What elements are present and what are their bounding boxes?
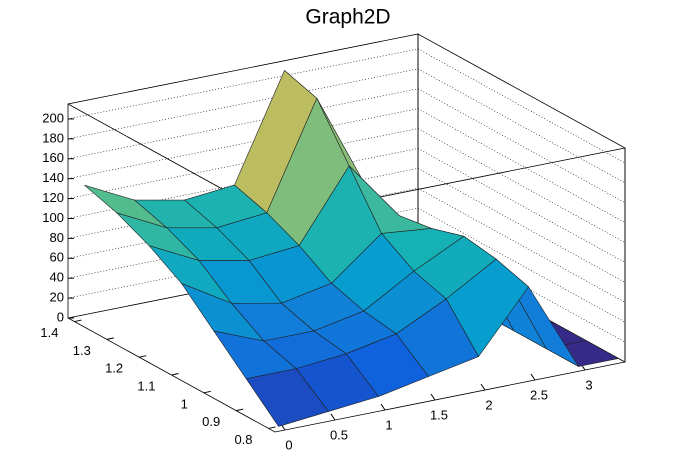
x-tick-label: 0	[285, 437, 292, 452]
y-tick	[203, 390, 211, 394]
y-tick-label: 0.8	[234, 432, 252, 447]
y-tick	[106, 337, 114, 340]
z-tick-label: 140	[42, 170, 64, 185]
x-tick	[330, 413, 336, 421]
box-edge	[67, 103, 626, 362]
x-tick	[430, 393, 436, 401]
x-tick-label: 2.5	[530, 387, 548, 402]
y-tick-label: 0.9	[202, 414, 220, 429]
x-tick	[380, 403, 386, 411]
y-tick-label: 1	[181, 396, 188, 411]
z-tick-label: 0	[57, 309, 64, 324]
z-tick-label: 120	[42, 190, 64, 205]
z-tick-label: 160	[42, 150, 64, 165]
y-tick-label: 1.1	[137, 378, 155, 393]
x-tick-label: 1	[385, 417, 392, 432]
y-tick	[139, 355, 147, 358]
x-tick	[480, 383, 486, 391]
z-tick-label: 180	[42, 130, 64, 145]
surface-cell	[245, 368, 330, 427]
y-tick-label: 1.3	[73, 343, 91, 358]
x-tick-label: 2	[485, 397, 492, 412]
chart-title: Graph2D	[305, 6, 390, 29]
y-tick	[236, 408, 244, 412]
z-tick-label: 40	[50, 270, 64, 285]
y-tick-label: 1.2	[105, 361, 123, 376]
y-tick	[74, 319, 82, 323]
y-tick	[268, 426, 276, 429]
y-tick-label: 1.4	[40, 325, 58, 340]
z-tick-label: 80	[50, 230, 64, 245]
box-edge	[67, 317, 626, 433]
x-tick-label: 0.5	[330, 427, 348, 442]
z-tick-label: 60	[50, 250, 64, 265]
z-tick-label: 20	[50, 290, 64, 305]
x-tick-label: 1.5	[430, 407, 448, 422]
x-tick	[530, 373, 536, 381]
x-tick-label: 3	[585, 377, 592, 392]
y-tick	[171, 373, 179, 376]
z-tick-label: 100	[42, 210, 64, 225]
z-tick-label: 200	[42, 110, 64, 125]
